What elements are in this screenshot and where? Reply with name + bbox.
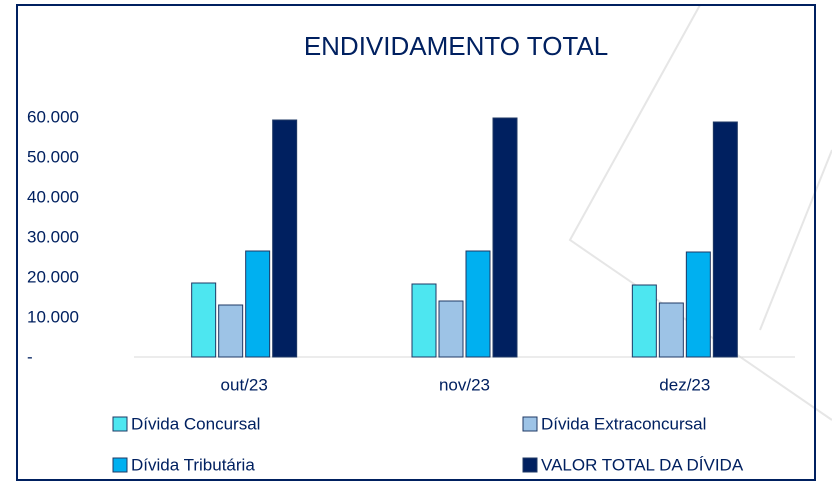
y-tick-label: 30.000 — [27, 227, 79, 246]
legend-swatch — [522, 416, 538, 432]
bar — [465, 250, 491, 358]
y-tick-label: 50.000 — [27, 147, 79, 166]
y-tick-label: 40.000 — [27, 187, 79, 206]
bar — [658, 302, 684, 358]
legend-swatch — [112, 457, 128, 473]
bar — [218, 304, 244, 358]
y-tick-label: 10.000 — [27, 307, 79, 326]
legend-swatch — [112, 416, 128, 432]
bar — [492, 117, 518, 358]
bar — [438, 300, 464, 358]
legend-label: Dívida Tributária — [131, 455, 255, 474]
bar — [245, 250, 271, 358]
legend-label: Dívida Extraconcursal — [541, 414, 706, 433]
bar — [272, 119, 298, 358]
bar — [191, 282, 217, 358]
chart-title: ENDIVIDAMENTO TOTAL — [304, 31, 608, 61]
legend-label: VALOR TOTAL DA DÍVIDA — [541, 455, 744, 474]
legend-label: Dívida Concursal — [131, 414, 260, 433]
bar — [631, 284, 657, 358]
y-tick-label: 60.000 — [27, 107, 79, 126]
bar — [712, 121, 738, 358]
x-tick-label: out/23 — [221, 375, 268, 394]
background-decoration — [568, 4, 832, 421]
x-tick-label: dez/23 — [659, 375, 710, 394]
chart-border — [16, 4, 816, 481]
y-tick-label: - — [27, 347, 33, 366]
bar — [411, 283, 437, 358]
legend-swatch — [522, 457, 538, 473]
x-tick-label: nov/23 — [439, 375, 490, 394]
y-tick-label: 20.000 — [27, 267, 79, 286]
bar — [685, 251, 711, 358]
